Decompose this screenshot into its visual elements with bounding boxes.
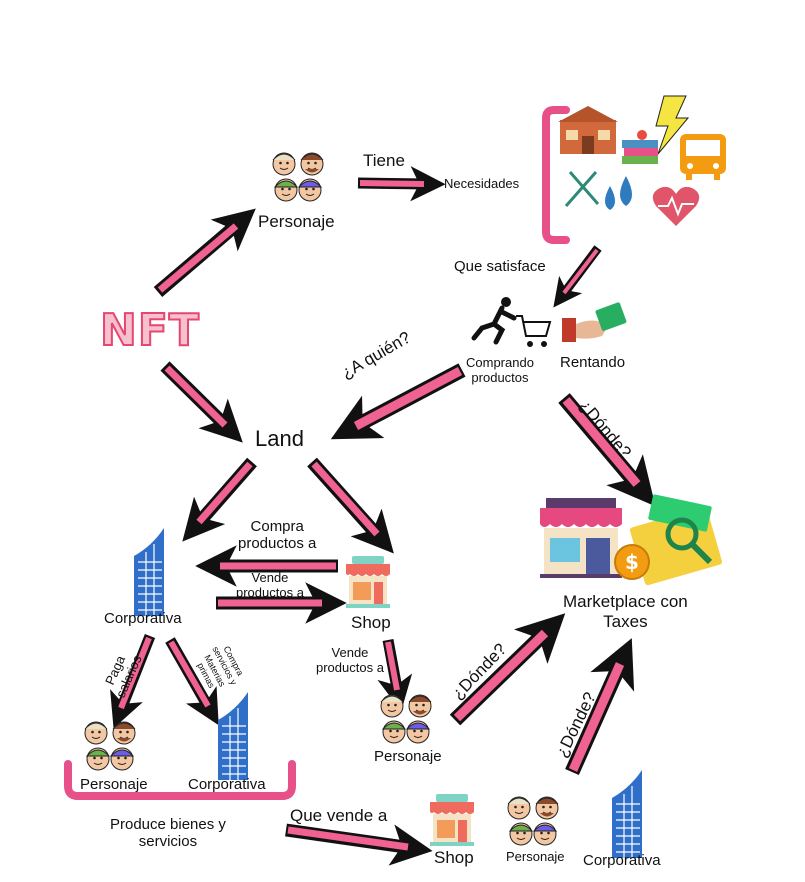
edge-que-vende-a: Que vende a — [290, 806, 388, 825]
money-hand-icon — [562, 302, 627, 342]
node-shop-bottom: Shop — [434, 848, 474, 867]
money-magnifier-icon: $ — [614, 494, 723, 586]
arrow-donde-2 — [449, 613, 566, 726]
edge-que-satisface: Que satisface — [454, 258, 546, 275]
arrow-land-corporativa — [182, 457, 257, 542]
house-icon — [558, 106, 618, 154]
node-personaje-mid: Personaje — [374, 748, 442, 765]
node-rentando: Rentando — [560, 354, 626, 371]
arrow-land-shop — [307, 457, 394, 554]
store-icon — [430, 794, 474, 846]
arrow-que-vende-a — [285, 823, 433, 866]
needs-bracket — [542, 106, 570, 244]
arrow-nft-personaje — [153, 208, 256, 297]
water-drops-icon — [605, 176, 632, 210]
node-corporativa-bottom-left: Corporativa — [188, 776, 266, 793]
edge-compra-productos-a: Compra productos a — [238, 518, 317, 553]
people-group-icon — [381, 695, 431, 743]
heart-pulse-icon — [652, 186, 700, 226]
people-group-icon — [508, 797, 558, 845]
node-shop-mid: Shop — [351, 613, 391, 632]
books-icon — [622, 130, 658, 164]
bottom-bracket — [64, 760, 296, 800]
store-icon — [346, 556, 390, 608]
shopper-cart-icon — [471, 297, 552, 347]
node-personaje-bottom-left: Personaje — [80, 776, 148, 793]
building-icon — [611, 769, 643, 859]
edge-tiene: Tiene — [363, 151, 405, 170]
arrow-vende-productos-2 — [377, 638, 413, 712]
lightning-icon — [655, 95, 690, 155]
node-comprando: Comprando productos — [466, 355, 534, 385]
people-group-icon — [273, 153, 323, 201]
svg-text:$: $ — [625, 550, 639, 574]
arrow-paga-salarios — [110, 633, 156, 729]
arrow-donde-1 — [558, 393, 656, 507]
node-necesidades: Necesidades — [444, 176, 520, 191]
cutlery-icon — [564, 171, 600, 207]
building-icon — [133, 527, 165, 617]
node-produce: Produce bienes y servicios — [110, 816, 226, 851]
node-personaje-top: Personaje — [258, 212, 335, 231]
node-land: Land — [255, 426, 304, 451]
building-icon — [217, 691, 249, 781]
edge-vende-productos-a-2: Vende productos a — [316, 645, 384, 675]
arrow-a-quien — [330, 363, 466, 440]
bus-icon — [680, 134, 726, 180]
store-icon — [540, 498, 622, 578]
people-group-icon — [85, 722, 135, 770]
arrow-compra-servicios — [165, 637, 219, 726]
node-corporativa-left: Corporativa — [104, 610, 182, 627]
node-corporativa-bottom-right: Corporativa — [583, 852, 661, 869]
nft-title: NFT — [99, 304, 200, 357]
node-marketplace: Marketplace con Taxes — [563, 592, 688, 631]
arrow-que-satisface — [553, 245, 602, 308]
arrow-donde-3 — [565, 638, 635, 776]
arrow-tiene — [357, 166, 446, 202]
node-personaje-bottom-right: Personaje — [506, 849, 565, 864]
arrow-nft-land — [160, 361, 243, 443]
edge-vende-productos-a-1: Vende productos a — [236, 570, 304, 600]
